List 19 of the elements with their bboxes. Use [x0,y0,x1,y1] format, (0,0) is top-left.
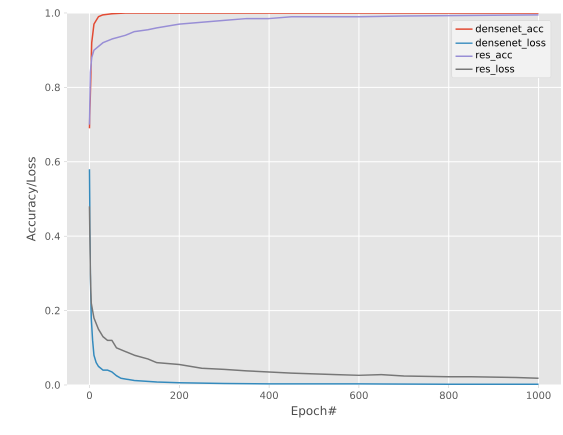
legend-label: res_loss [476,64,514,75]
y-tick-label: 1.0 [46,9,60,17]
x-tick-label: 1000 [526,391,551,400]
y-tick-label: 0.4 [45,232,60,240]
y-tick-label: 0.0 [45,381,60,389]
x-tick-label: 400 [260,391,278,400]
x-tick-label: 0 [86,391,92,400]
line-series [88,168,540,385]
y-tick-label: 0.2 [45,306,60,314]
y-tick-label: 0.8 [45,84,60,92]
x-tick-label: 800 [440,391,458,400]
legend-label: densenet_loss [476,38,546,49]
y-tick-label: 0.6 [45,158,60,166]
x-tick-label: 600 [350,391,368,400]
legend-label: res_acc [476,52,512,61]
legend-label: densenet_acc [476,24,544,35]
x-tick-label: 200 [170,391,188,400]
y-axis-title: Accuracy/Loss [26,157,38,242]
x-axis-title: Epoch# [292,406,336,418]
